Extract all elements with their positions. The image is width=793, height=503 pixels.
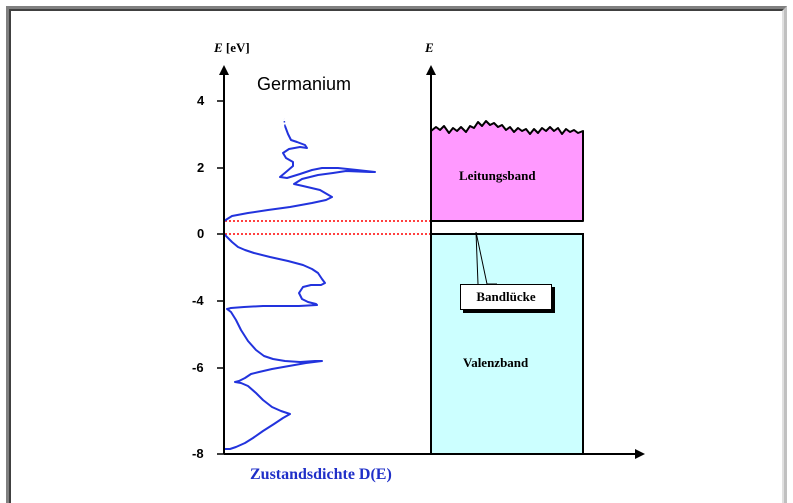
tick-label-neg4: -4 [192,293,204,308]
tick-label-0: 0 [197,226,205,241]
conduction-band-box [430,120,584,222]
tick-label-neg8: -8 [192,446,204,461]
window-inner-border [9,9,784,503]
right-axis-title: E [425,40,434,55]
bandgap-callout: Bandlücke [460,284,552,310]
dos-curve-valence [223,233,326,450]
valence-band-label: Valenzband [463,355,529,370]
tick-label-4: 4 [197,93,205,108]
x-axis-label: Zustandsdichte D(E) [250,466,392,483]
diagram-title: Germanium [257,74,352,94]
conduction-band-label: Leitungsband [459,168,536,183]
tick-label-neg6: -6 [192,360,204,375]
dos-curve [223,125,376,222]
tick-label-2: 2 [197,160,205,175]
left-axis-title: E [eV] [214,40,250,55]
window-border [6,6,787,503]
dos-curve-dots [283,118,286,127]
valence-band-box [430,233,584,455]
bandgap-callout-pointer-2 [475,231,479,285]
